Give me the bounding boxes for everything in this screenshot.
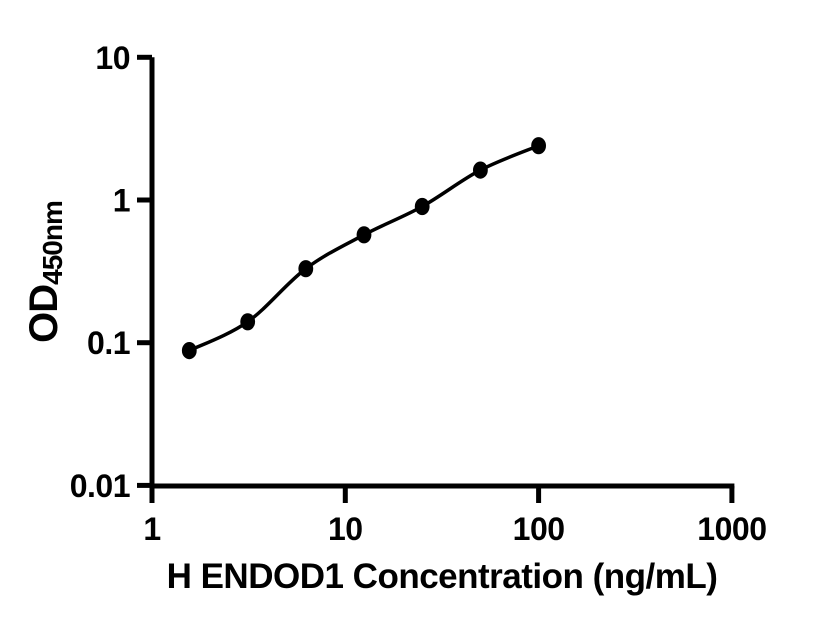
y-tick-label: 0.01 — [70, 468, 130, 504]
data-point — [240, 313, 256, 331]
data-point — [356, 226, 372, 244]
y-axis-title-subscript: 450nm — [37, 201, 68, 285]
data-point — [181, 342, 197, 360]
y-tick-label: 1 — [113, 183, 130, 219]
x-tick-label: 1000 — [697, 511, 766, 547]
y-tick-label: 0.1 — [87, 325, 130, 361]
x-tick-label: 10 — [328, 511, 363, 547]
data-point — [531, 137, 546, 155]
y-axis-title-main: OD — [22, 284, 66, 343]
data-point — [473, 161, 488, 179]
y-tick-label: 10 — [95, 40, 130, 76]
data-point — [298, 260, 314, 278]
x-axis-title: H ENDOD1 Concentration (ng/mL) — [166, 557, 718, 596]
x-tick-label: 1 — [143, 511, 160, 547]
data-point — [414, 197, 430, 216]
x-tick-label: 100 — [513, 511, 565, 547]
y-axis-title: OD 450nm — [22, 122, 70, 422]
